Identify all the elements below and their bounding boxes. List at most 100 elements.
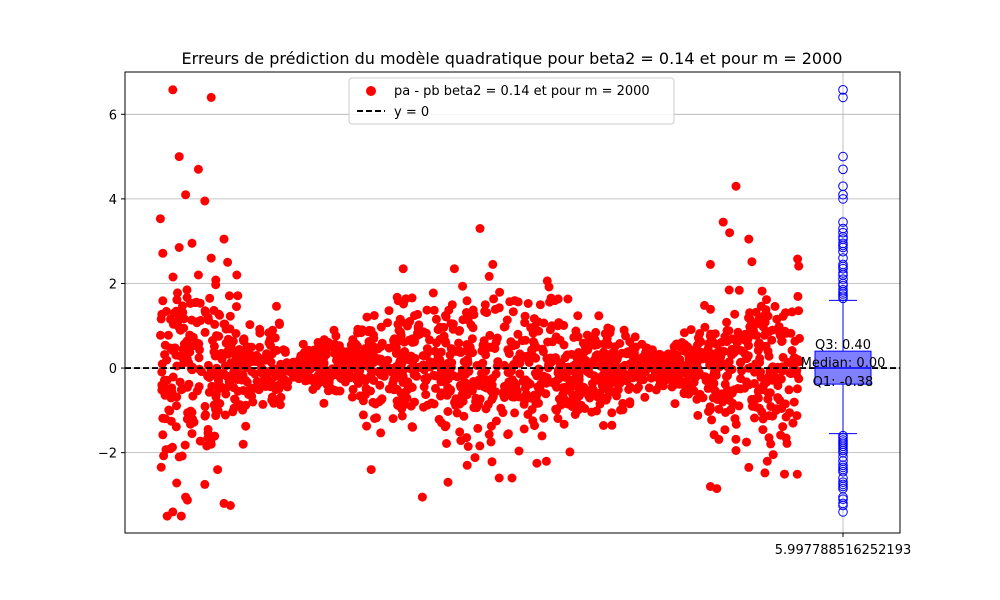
scatter-point [383, 318, 392, 328]
scatter-point [225, 311, 235, 321]
scatter-point [454, 338, 464, 348]
scatter-point [448, 324, 458, 334]
scatter-point [538, 347, 548, 357]
scatter-point [187, 238, 197, 248]
scatter-point [720, 391, 730, 401]
scatter-point [515, 369, 525, 379]
scatter-point [295, 361, 305, 371]
scatter-point [618, 367, 627, 377]
scatter-point [441, 312, 451, 322]
scatter-point [523, 299, 533, 308]
scatter-layer [125, 85, 900, 521]
scatter-point [795, 357, 804, 367]
box-outlier [838, 242, 848, 253]
scatter-point [527, 405, 537, 414]
scatter-point [410, 311, 419, 321]
box-outlier [838, 217, 848, 227]
x-tick-label: 5.997788516252193 [775, 543, 911, 558]
scatter-point [256, 354, 266, 364]
scatter-point [388, 414, 398, 424]
scatter-point [366, 465, 376, 475]
box-outlier [838, 466, 848, 477]
scatter-point [745, 315, 755, 325]
scatter-point [165, 444, 175, 454]
scatter-point [481, 404, 491, 414]
scatter-point [602, 393, 612, 402]
scatter-point [172, 478, 182, 488]
scatter-point [206, 439, 216, 449]
box-outlier [838, 289, 848, 299]
scatter-point [726, 405, 736, 415]
scatter-point [194, 364, 204, 374]
scatter-point [196, 315, 206, 325]
scatter-point [158, 296, 168, 306]
scatter-point [357, 373, 367, 383]
scatter-point [731, 181, 741, 191]
scatter-point [607, 408, 617, 418]
scatter-point [463, 355, 472, 364]
scatter-point [200, 479, 210, 489]
scatter-point [677, 338, 687, 347]
scatter-point [612, 391, 622, 401]
scatter-point [158, 248, 168, 258]
scatter-point [436, 391, 445, 401]
scatter-point [747, 394, 757, 404]
scatter-point [466, 320, 476, 330]
scatter-point [443, 477, 453, 487]
scatter-point [714, 404, 724, 414]
scatter-point [627, 357, 637, 367]
box-median-label: Median: 0.00 [801, 356, 886, 371]
box-outlier [838, 500, 848, 511]
scatter-point [736, 346, 746, 355]
scatter-point [168, 272, 178, 282]
scatter-point [407, 382, 416, 392]
scatter-point [427, 398, 437, 408]
scatter-point [242, 377, 252, 387]
scatter-point [346, 340, 356, 350]
scatter-point [211, 392, 221, 402]
scatter-point [528, 328, 538, 338]
scatter-point [508, 307, 518, 317]
scatter-point [520, 335, 530, 345]
scatter-point [244, 389, 253, 399]
scatter-point [429, 305, 439, 315]
scatter-point [729, 348, 739, 358]
scatter-point [484, 271, 494, 281]
scatter-point [750, 413, 759, 423]
scatter-point [573, 311, 583, 321]
scatter-point [638, 375, 648, 385]
scatter-point [758, 425, 768, 435]
scatter-point [189, 341, 198, 351]
scatter-point [725, 228, 735, 238]
scatter-point [210, 431, 220, 441]
scatter-point [434, 414, 444, 424]
scatter-point [463, 442, 473, 451]
boxplot: Q3: 0.40 Median: 0.00 Q1: -0.38 [801, 85, 886, 517]
legend-frame [348, 77, 675, 125]
scatter-point [758, 385, 768, 395]
scatter-point [749, 379, 759, 388]
scatter-point [694, 348, 704, 358]
scatter-point [319, 335, 329, 345]
scatter-point [758, 414, 768, 424]
scatter-point [358, 410, 368, 420]
legend-marker-scatter [366, 86, 376, 96]
scatter-point [780, 469, 789, 479]
scatter-point [559, 394, 569, 404]
scatter-point [441, 369, 451, 379]
scatter-point [558, 383, 568, 393]
scatter-point [709, 430, 719, 440]
scatter-point [421, 390, 431, 400]
scatter-point [156, 330, 165, 340]
scatter-point [751, 402, 761, 412]
scatter-point [225, 501, 235, 510]
scatter-point [160, 350, 170, 360]
y-tick-label: 0 [109, 362, 117, 377]
scatter-point [348, 360, 358, 369]
scatter-point [432, 338, 441, 348]
scatter-point [760, 468, 770, 478]
scatter-point [398, 264, 408, 274]
scatter-point [158, 430, 168, 440]
legend-label-hline: y = 0 [394, 105, 429, 120]
scatter-point [300, 376, 310, 386]
